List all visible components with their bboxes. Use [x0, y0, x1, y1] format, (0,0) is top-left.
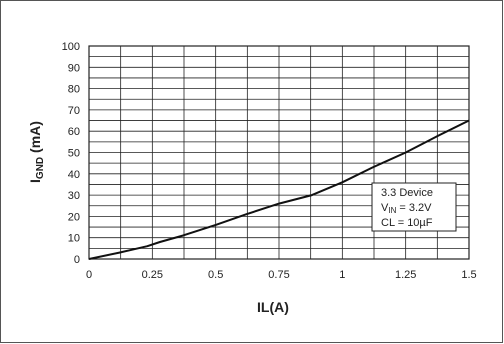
y-tick-label: 70 [68, 105, 80, 117]
plot-area-border [88, 45, 470, 260]
annotation-vin-sub: IN [388, 206, 396, 215]
y-tick-label: 40 [68, 169, 80, 181]
y-tick-label: 100 [62, 41, 80, 53]
y-tick-label: 20 [68, 211, 80, 223]
annotation-line-2: VIN = 3.2V [381, 202, 432, 215]
annotation-line-3: CL = 10µF [381, 217, 433, 229]
x-tick-label: 1.5 [461, 269, 476, 281]
x-tick-label: 1.25 [395, 269, 416, 281]
y-tick-label: 50 [68, 148, 80, 160]
x-tick-labels: 0 0.25 0.5 0.75 1 1.25 1.5 [86, 269, 477, 281]
y-axis-title-main: I [27, 179, 43, 183]
series-line [88, 119, 470, 260]
x-tick-label: 0 [86, 269, 92, 281]
y-tick-label: 10 [68, 233, 80, 245]
y-tick-label: 90 [68, 62, 80, 74]
x-tick-label: 0.5 [208, 269, 223, 281]
x-tick-label: 0.75 [268, 269, 289, 281]
x-tick-label: 0.25 [142, 269, 163, 281]
annotation-vin-rest: = 3.2V [396, 202, 432, 214]
y-axis-title-subscript: GND [35, 157, 46, 179]
y-tick-label: 0 [74, 254, 80, 266]
y-tick-label: 30 [68, 190, 80, 202]
y-tick-labels: 0 10 20 30 40 50 60 70 80 90 100 [62, 41, 80, 266]
series [88, 119, 470, 260]
y-tick-label: 60 [68, 126, 80, 138]
x-tick-label: 1 [339, 269, 345, 281]
annotation-box [371, 182, 457, 232]
y-axis-title-unit: (mA) [27, 121, 43, 157]
y-axis-title: IGND (mA) [27, 121, 46, 183]
annotation-vin-main: V [381, 202, 389, 214]
x-axis-title: IL(A) [257, 299, 289, 315]
y-tick-label: 80 [68, 84, 80, 96]
annotation-line-1: 3.3 Device [381, 187, 433, 199]
